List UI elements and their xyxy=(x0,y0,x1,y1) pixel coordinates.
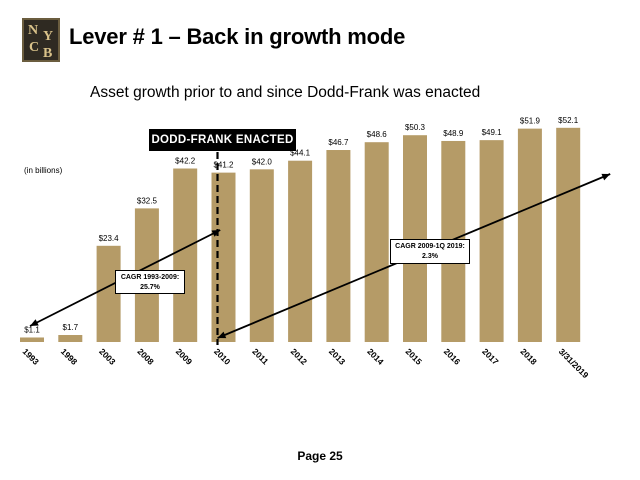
x-tick-label-2014: 2014 xyxy=(365,346,386,367)
slide-subtitle: Asset growth prior to and since Dodd-Fra… xyxy=(90,84,481,101)
x-tick-label-2009: 2009 xyxy=(174,346,195,367)
value-label-1993: $1.1 xyxy=(24,325,40,334)
value-labels-layer: $1.1 $1.7 $23.4 $32.5 $42.2 $41.2 $42.0 $44.1 $4… xyxy=(24,116,579,335)
value-label-1998: $1.7 xyxy=(63,323,79,332)
bar-1993 xyxy=(20,337,44,342)
logo-letter-b: B xyxy=(43,46,53,61)
x-tick-label-1998: 1998 xyxy=(59,346,80,367)
value-label-2018: $51.9 xyxy=(520,117,541,126)
bar-2015 xyxy=(403,135,427,342)
x-tick-label-2017: 2017 xyxy=(480,346,501,367)
x-tick-label-2015: 2015 xyxy=(404,346,425,367)
bar-2014 xyxy=(364,142,389,342)
bar-1998 xyxy=(58,335,83,342)
bar-2017 xyxy=(479,140,504,342)
value-label-2015: $50.3 xyxy=(405,123,426,132)
bar-2010 xyxy=(211,172,236,342)
x-tick-label-2013: 2013 xyxy=(327,346,348,367)
value-label-2012: $44.1 xyxy=(290,149,311,158)
x-tick-label-2008: 2008 xyxy=(135,346,156,367)
x-tick-label-2003: 2003 xyxy=(97,346,118,367)
cagr-1993-2009-line1: CAGR 1993-2009: xyxy=(120,274,180,281)
slide-title: Lever # 1 – Back in growth mode xyxy=(69,24,406,49)
cagr-1993-2009-line2: 25.7% xyxy=(140,284,160,291)
value-label-2010: $41.2 xyxy=(213,161,234,170)
x-tick-label-2010: 2010 xyxy=(212,346,233,367)
bar-2012 xyxy=(288,160,313,342)
dodd-frank-enacted-label: DODD-FRANK ENACTED xyxy=(149,129,296,151)
logo-letter-n: N xyxy=(28,23,39,38)
value-label-2008: $32.5 xyxy=(137,196,158,205)
cagr-1993-2009-box: CAGR 1993-2009: 25.7% xyxy=(115,270,185,294)
value-label-2016: $48.9 xyxy=(443,129,464,138)
bar-3-31-2019 xyxy=(556,127,581,342)
x-tick-label-2018: 2018 xyxy=(518,346,539,367)
page-number: Page 25 xyxy=(297,449,343,463)
value-label-3-31-2019: $52.1 xyxy=(558,116,579,125)
bar-2009 xyxy=(173,168,198,342)
x-tick-label-3-31-2019: 3/31/2019 xyxy=(557,346,591,380)
x-tick-label-1993: 1993 xyxy=(21,346,42,367)
cagr-2009-2019-line2: 2.3% xyxy=(422,253,438,260)
tick-labels-layer: 1993 1998 2003 2008 2009 2010 2011 2012 2013 2014… xyxy=(21,346,591,380)
x-tick-label-2012: 2012 xyxy=(289,346,310,367)
value-label-2014: $48.6 xyxy=(367,130,388,139)
units-label: (in billions) xyxy=(24,166,63,175)
bar-2018 xyxy=(517,128,542,342)
bar-2013 xyxy=(326,150,351,342)
cagr-2009-2019-line1: CAGR 2009-1Q 2019: xyxy=(395,243,465,250)
bar-2011 xyxy=(249,169,274,342)
logo-letter-y: Y xyxy=(43,29,54,44)
value-label-2013: $46.7 xyxy=(328,138,349,147)
logo-letter-c: C xyxy=(29,40,40,55)
value-label-2009: $42.2 xyxy=(175,157,196,166)
x-tick-label-2011: 2011 xyxy=(250,346,270,366)
nycb-logo: N Y C B xyxy=(22,18,60,62)
bars-layer xyxy=(20,127,581,342)
value-label-2003: $23.4 xyxy=(99,234,120,243)
value-label-2011: $42.0 xyxy=(252,157,273,166)
cagr-2009-2019-box: CAGR 2009-1Q 2019: 2.3% xyxy=(390,239,470,264)
x-tick-label-2016: 2016 xyxy=(442,346,463,367)
value-label-2017: $49.1 xyxy=(482,128,503,137)
